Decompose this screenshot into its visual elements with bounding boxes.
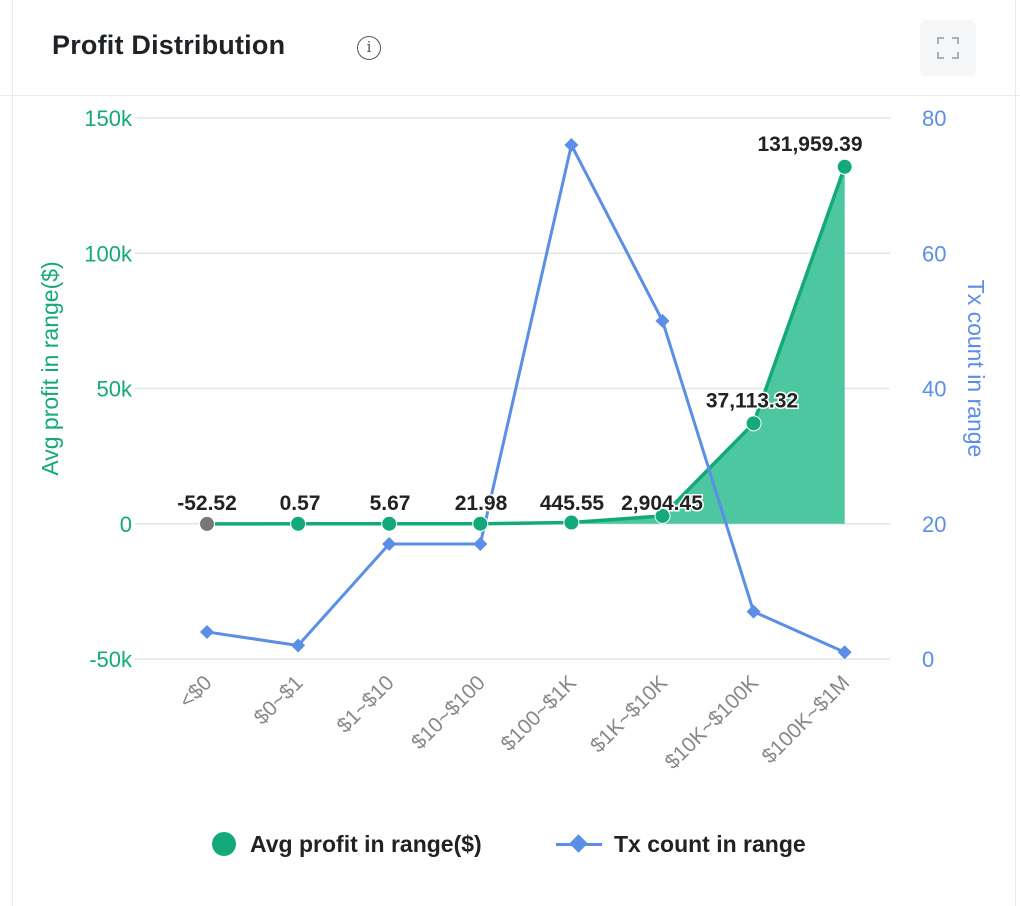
profit-point	[199, 515, 215, 532]
y-left-tick-label: 100k	[84, 241, 133, 266]
legend-item-tx[interactable]: Tx count in range	[556, 820, 806, 868]
y-right-tick-label: 60	[922, 241, 946, 266]
tx-point	[473, 537, 488, 552]
expand-button[interactable]	[920, 20, 976, 76]
axes: -50k 0 50k 100k 150k 0 20 40 60 80 Avg profit in r…	[37, 106, 989, 774]
legend-label-profit: Avg profit in range($)	[250, 830, 482, 857]
profit-points	[199, 158, 853, 532]
legend-marker-tx	[556, 832, 602, 856]
profit-area-fill	[207, 166, 845, 524]
y-right-tick-label: 40	[922, 377, 946, 402]
profit-point	[654, 507, 671, 524]
tx-point	[655, 313, 670, 328]
profit-data-label: -52.52	[177, 492, 237, 515]
legend-label-tx: Tx count in range	[614, 830, 806, 857]
profit-data-label: 2,904.45	[621, 492, 703, 515]
profit-data-label: 5.67	[370, 492, 411, 515]
profit-data-label: 445.55	[540, 492, 605, 515]
tx-point	[564, 138, 579, 153]
tx-point	[291, 638, 306, 653]
profit-data-label: 21.98	[455, 492, 508, 515]
x-tick-label: $10K~$100K	[661, 671, 764, 774]
x-tick-label: $100~$1K	[497, 671, 581, 755]
profit-point	[563, 514, 580, 531]
y-right-tick-label: 0	[922, 647, 934, 672]
y-right-tick-label: 20	[922, 512, 946, 537]
legend-marker-profit	[212, 832, 236, 856]
y-left-tick-label: 0	[120, 512, 132, 537]
data-labels: -52.52 0.57 5.67 21.98 445.55 2,904.45 37,113.…	[176, 131, 864, 516]
profit-point	[472, 515, 489, 532]
profit-point	[745, 415, 762, 432]
tx-point	[382, 537, 397, 552]
profit-data-label: 131,959.39	[757, 133, 862, 156]
tx-point	[837, 645, 852, 660]
profit-point	[381, 515, 398, 532]
legend-item-profit[interactable]: Avg profit in range($)	[212, 820, 482, 868]
profit-data-label: 37,113.32	[706, 389, 798, 412]
x-tick-label: $0~$1	[250, 671, 308, 729]
tx-line	[206, 140, 846, 654]
tx-points	[200, 138, 852, 660]
profit-point	[836, 158, 853, 175]
y-right-tick-label: 80	[922, 106, 946, 131]
x-tick-label: <$0	[175, 671, 216, 712]
profit-area	[207, 166, 845, 524]
card-header: Profit Distribution i	[0, 0, 1020, 96]
y-left-axis-title: Avg profit in range($)	[37, 261, 63, 475]
x-tick-label: $100K~$1M	[757, 671, 854, 768]
x-tick-label: $1~$10	[332, 671, 398, 737]
page-title: Profit Distribution	[52, 30, 286, 60]
profit-data-label: 0.57	[280, 492, 321, 515]
x-tick-label: $10~$100	[407, 671, 490, 754]
tx-point	[746, 604, 761, 619]
y-left-tick-label: 150k	[84, 106, 133, 131]
tx-point	[200, 624, 214, 639]
y-left-tick-label: 50k	[97, 377, 133, 402]
tx-series-line	[206, 140, 846, 654]
profit-series-line	[206, 166, 847, 526]
profit-point	[290, 515, 307, 532]
profit-distribution-chart: -52.52 0.57 5.67 21.98 445.55 2,904.45 37,113.…	[37, 106, 989, 774]
x-tick-label: $1K~$10K	[586, 671, 672, 757]
info-icon[interactable]: i	[357, 36, 381, 60]
y-left-tick-label: -50k	[89, 647, 133, 672]
legend: Avg profit in range($) Tx count in range	[0, 820, 1020, 868]
profit-line	[206, 166, 847, 526]
expand-icon	[937, 37, 959, 59]
y-right-axis-title: Tx count in range	[963, 280, 989, 458]
chart-card	[12, 0, 1016, 906]
